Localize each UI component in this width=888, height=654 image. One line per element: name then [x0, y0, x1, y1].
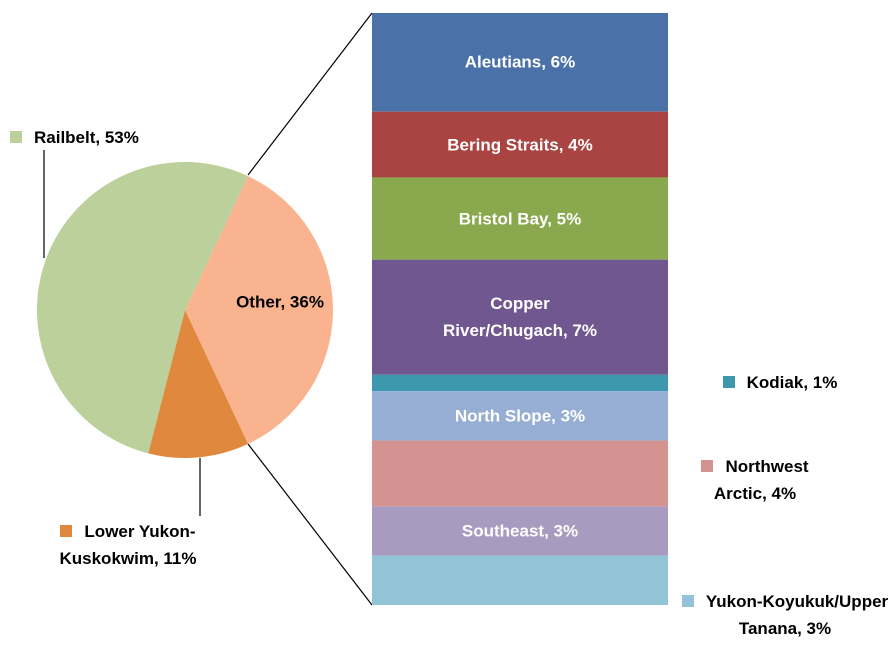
data-label: Kodiak, 1% — [680, 369, 880, 396]
label-text: Copper River/Chugach, 7% — [443, 294, 597, 341]
pie-slice — [37, 162, 249, 454]
legend-swatch — [681, 595, 694, 608]
data-label: Bristol Bay, 5% — [390, 205, 650, 232]
data-label: Southeast, 3% — [390, 518, 650, 545]
label-text: Bering Straits, 4% — [447, 135, 593, 155]
pie-slice — [148, 310, 249, 458]
data-label: Aleutians, 6% — [390, 49, 650, 76]
data-label: Lower Yukon-Kuskokwim, 11% — [28, 518, 228, 572]
data-label: Railbelt, 53% — [10, 124, 210, 151]
data-label: Northwest Arctic, 4% — [680, 453, 830, 507]
label-text: Bristol Bay, 5% — [458, 209, 582, 229]
legend-swatch — [701, 460, 714, 473]
bar-segment — [372, 440, 668, 507]
pie-slice — [185, 176, 333, 444]
legend-swatch — [10, 131, 22, 143]
data-label: Bering Straits, 4% — [435, 131, 605, 158]
data-label: Other, 36% — [210, 289, 350, 316]
legend-swatch — [722, 376, 735, 388]
data-label: Copper River/Chugach, 7% — [440, 290, 600, 344]
connector-line — [247, 12, 373, 176]
label-text: Aleutians, 6% — [464, 52, 576, 72]
label-text: Southeast, 3% — [461, 521, 579, 541]
bar-segment — [372, 555, 668, 605]
bar-segment — [372, 374, 668, 392]
data-label: Yukon-Koyukuk/Upper Tanana, 3% — [680, 588, 888, 642]
label-text: Railbelt, 53% — [34, 128, 139, 147]
bar-segment — [372, 111, 668, 178]
label-text: Kodiak, 1% — [746, 373, 838, 392]
bar-segment — [372, 177, 668, 260]
connector-line — [247, 443, 373, 606]
bar-segment — [372, 506, 668, 556]
data-label: North Slope, 3% — [390, 402, 650, 429]
label-text: Lower Yukon-Kuskokwim, 11% — [59, 522, 197, 568]
bar-segment — [372, 13, 668, 112]
label-text: Other, 36% — [236, 292, 324, 312]
bar-segment — [372, 259, 668, 375]
label-text: Northwest Arctic, 4% — [713, 457, 809, 504]
legend-swatch — [60, 525, 73, 537]
bar-segment — [372, 391, 668, 441]
label-text: North Slope, 3% — [454, 406, 586, 426]
label-text: Yukon-Koyukuk/Upper Tanana, 3% — [705, 592, 888, 639]
